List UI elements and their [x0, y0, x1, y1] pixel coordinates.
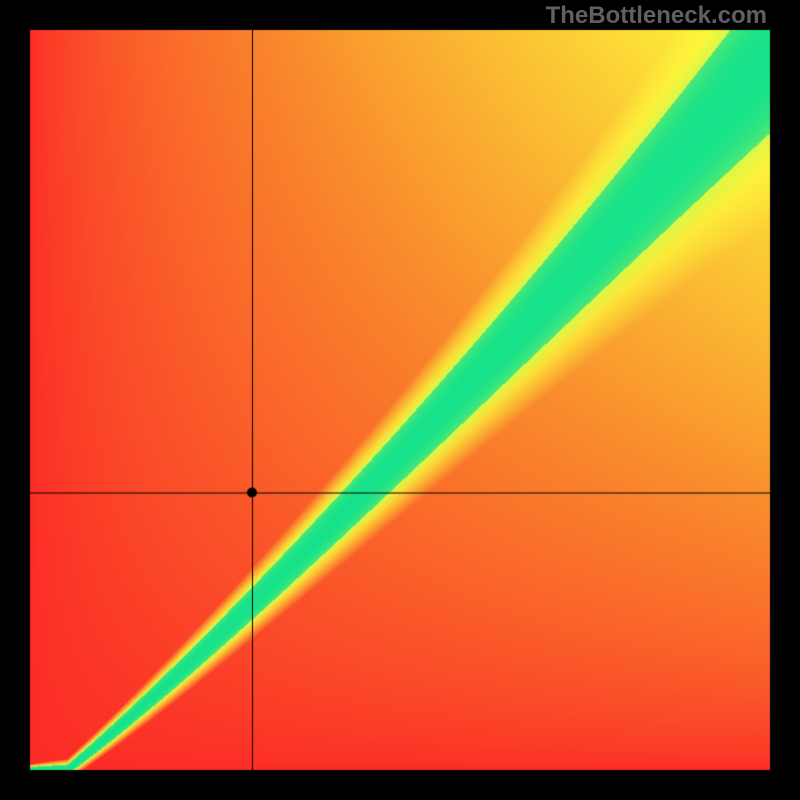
chart-container: TheBottleneck.com [0, 0, 800, 800]
watermark-label: TheBottleneck.com [546, 2, 767, 30]
bottleneck-heatmap [0, 0, 800, 800]
